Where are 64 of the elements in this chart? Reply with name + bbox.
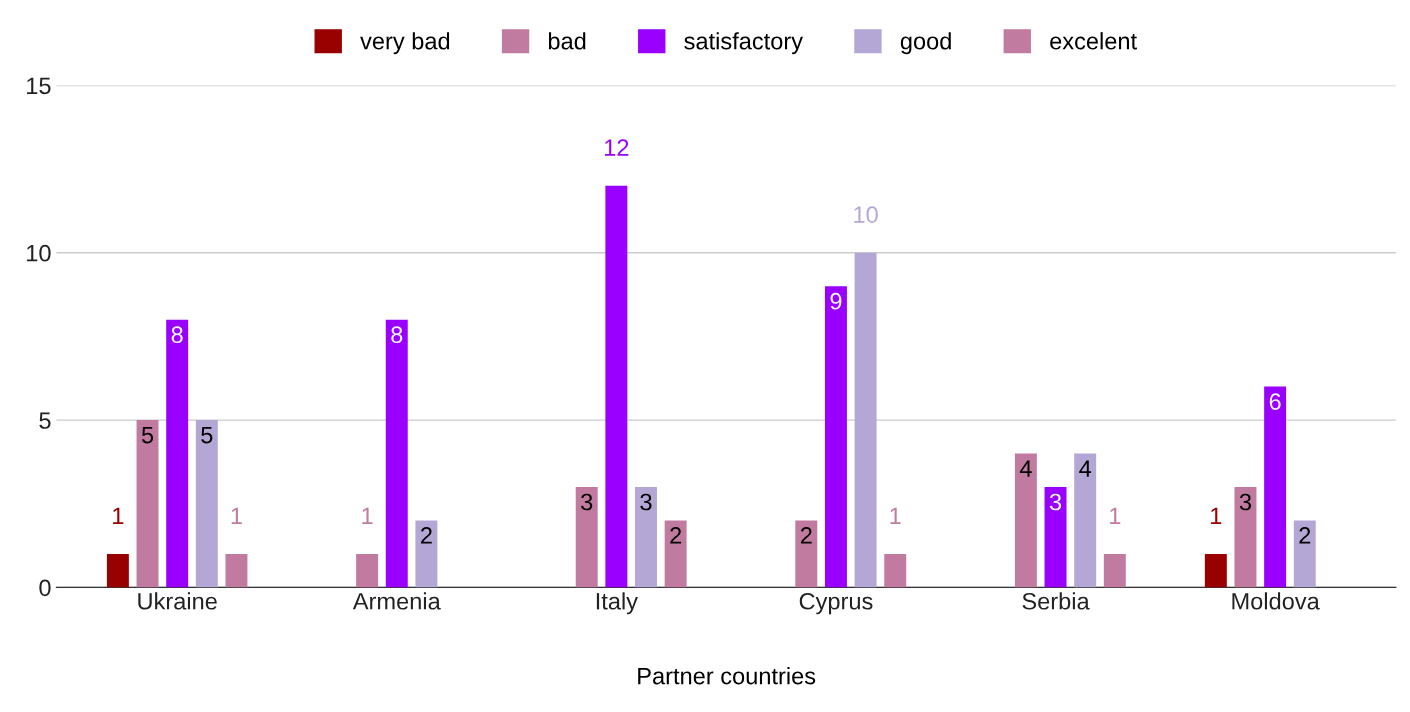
bar	[136, 420, 159, 588]
data-label: 1	[113, 507, 124, 524]
data-label: 1	[231, 507, 242, 524]
legend-label: bad	[548, 32, 586, 50]
data-label: 1	[890, 507, 901, 524]
bar	[356, 553, 379, 588]
data-label: 1	[1211, 507, 1222, 524]
legend-label: satisfactory	[684, 32, 803, 55]
bar	[166, 319, 189, 588]
data-label: 8	[391, 326, 403, 344]
x-tick-label: Moldova	[1232, 592, 1320, 610]
bar	[106, 553, 129, 588]
data-label: 10	[854, 206, 878, 223]
y-tick-label: 5	[39, 412, 51, 429]
bar	[854, 252, 877, 588]
x-tick-label: Cyprus	[799, 592, 873, 615]
bar	[1074, 453, 1097, 588]
x-tick-label: Serbia	[1022, 592, 1090, 610]
x-tick-label: Armenia	[352, 592, 441, 610]
data-label: 9	[830, 292, 842, 310]
x-tick-label: Italy	[596, 592, 638, 615]
bar	[1044, 487, 1067, 588]
bar	[1264, 386, 1287, 588]
bar	[795, 520, 818, 588]
data-label: 5	[201, 426, 213, 444]
data-label: 6	[1269, 393, 1281, 410]
bar	[1234, 487, 1257, 588]
data-label: 4	[1019, 460, 1032, 477]
y-tick-label: 15	[27, 77, 51, 95]
data-label: 2	[670, 527, 682, 544]
bar	[575, 487, 598, 588]
data-label: 5	[141, 426, 154, 444]
data-label: 4	[1079, 460, 1092, 477]
y-tick-label: 10	[27, 244, 51, 262]
bar	[225, 553, 248, 588]
data-label: 3	[581, 493, 593, 511]
bar	[1103, 553, 1126, 588]
bar	[824, 286, 847, 588]
data-label: 1	[1110, 507, 1121, 524]
bar	[1204, 553, 1227, 588]
x-tick-label: Ukraine	[138, 592, 217, 610]
data-label: 2	[800, 527, 812, 544]
legend-label: good	[900, 32, 951, 55]
bar	[415, 520, 438, 588]
bar	[664, 520, 687, 588]
y-tick-label: 0	[39, 579, 51, 597]
data-label: 12	[605, 139, 629, 156]
x-axis-title: Partner countries	[638, 667, 816, 685]
data-label: 1	[362, 507, 373, 524]
bar	[385, 319, 408, 588]
legend-label: very bad	[360, 32, 450, 55]
data-label: 8	[171, 326, 183, 344]
legend-label: excelent	[1050, 32, 1137, 50]
bar	[635, 487, 657, 588]
data-label: 3	[1049, 493, 1062, 511]
data-label: 3	[1239, 493, 1252, 511]
bar	[605, 185, 628, 588]
data-label: 2	[1299, 527, 1311, 544]
bar	[884, 553, 907, 588]
data-label: 2	[421, 527, 432, 544]
bar	[1014, 453, 1037, 588]
bar	[195, 420, 218, 588]
data-label: 3	[640, 493, 652, 511]
bar	[1293, 520, 1316, 588]
